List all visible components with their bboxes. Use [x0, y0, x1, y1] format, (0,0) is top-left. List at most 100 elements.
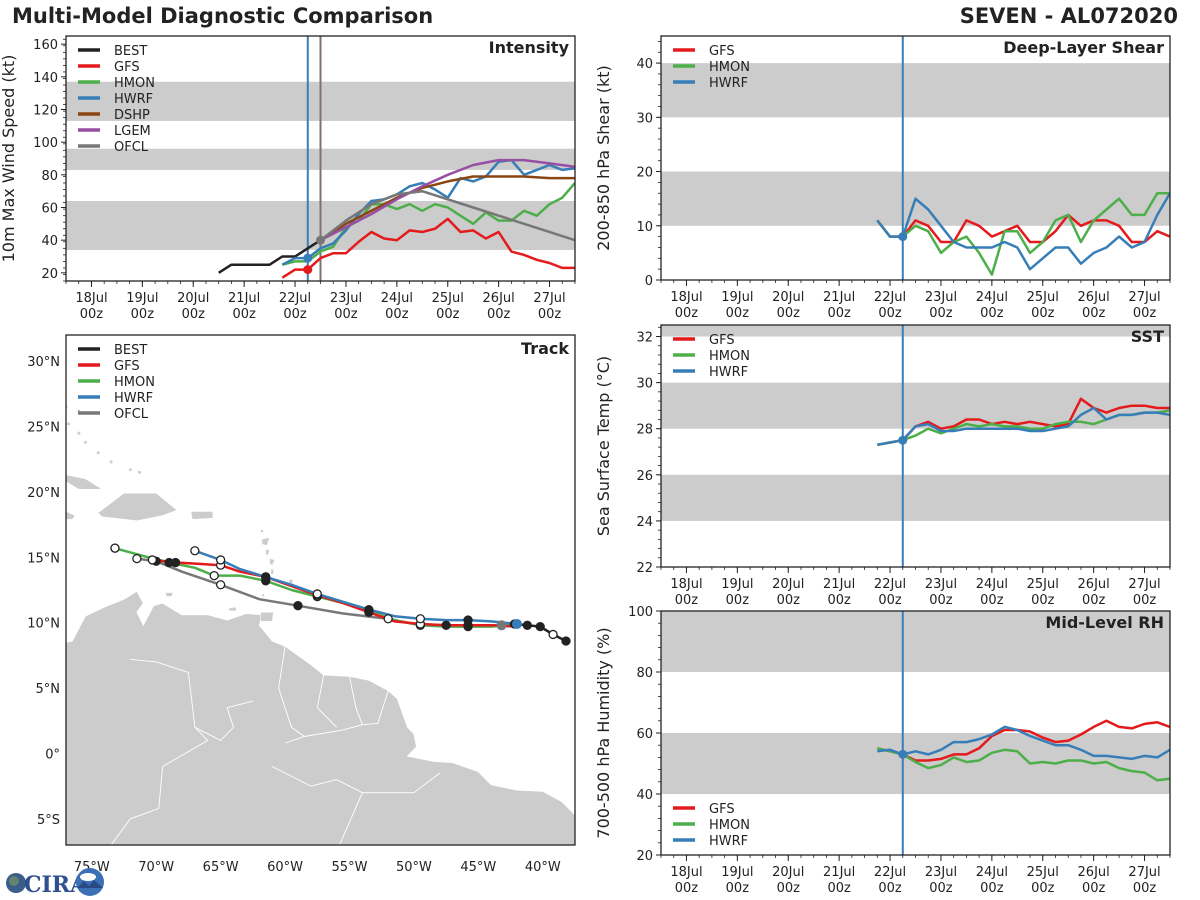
x-tick-hour: 00z	[878, 593, 902, 608]
y-tick-label: 120	[33, 104, 58, 119]
country-border	[110, 807, 159, 845]
land-island	[265, 549, 270, 555]
land-island	[66, 511, 76, 520]
x-tick-hour: 00z	[283, 307, 307, 322]
x-tick-label: 25Jul 00z	[1027, 577, 1059, 608]
x-tick-date: 24Jul	[976, 290, 1008, 305]
lat-tick-label: 30°N	[27, 355, 60, 370]
x-tick-date: 27Jul	[533, 291, 565, 306]
series-line-lgem	[319, 158, 575, 242]
x-tick-hour: 00z	[334, 307, 358, 322]
shaded-band	[661, 733, 1170, 794]
analysis-marker-gfs	[303, 265, 313, 275]
x-tick-label: 26Jul 00z	[1078, 865, 1110, 896]
lat-tick-label: 20°N	[27, 486, 60, 501]
x-tick-label: 22Jul 00z	[279, 291, 311, 322]
x-tick-hour: 00z	[232, 307, 256, 322]
land-island	[261, 537, 270, 546]
x-tick-hour: 00z	[878, 881, 902, 896]
x-tick-hour: 00z	[929, 593, 953, 608]
x-tick-hour: 00z	[436, 307, 460, 322]
x-tick-label: 26Jul 00z	[1078, 577, 1110, 608]
x-tick-label: 22Jul 00z	[874, 865, 906, 896]
x-tick-date: 19Jul	[721, 577, 753, 592]
country-border	[336, 772, 440, 794]
lon-tick-label: 60°W	[267, 860, 303, 875]
land-island	[164, 592, 174, 597]
y-tick-label: 26	[636, 469, 653, 484]
x-tick-date: 21Jul	[823, 290, 855, 305]
y-axis-label: 700-500 hPa Humidity (%)	[594, 627, 613, 838]
legend-label-hwrf: HWRF	[114, 391, 153, 406]
y-tick-label: 140	[33, 71, 58, 86]
series-line-gfs	[281, 217, 575, 279]
y-tick-label: 20	[636, 166, 653, 181]
land-island	[190, 511, 214, 520]
country-border	[316, 674, 337, 728]
analysis-marker-hwrf	[303, 253, 313, 263]
x-tick-label: 23Jul 00z	[330, 291, 362, 322]
x-tick-date: 22Jul	[874, 865, 906, 880]
x-tick-hour: 00z	[1031, 306, 1055, 321]
y-tick-label: 40	[41, 234, 58, 249]
x-tick-date: 27Jul	[1128, 577, 1160, 592]
x-tick-date: 21Jul	[823, 865, 855, 880]
y-tick-label: 40	[636, 57, 653, 72]
x-tick-date: 20Jul	[772, 577, 804, 592]
track-marker-hwrf	[261, 572, 271, 582]
x-tick-date: 25Jul	[432, 291, 464, 306]
land-island	[269, 558, 276, 566]
bands	[661, 63, 1170, 226]
land-island	[260, 611, 274, 622]
series-line-gfs	[877, 719, 1170, 762]
x-tick-hour: 00z	[131, 307, 155, 322]
track-end-marker-ofcl	[132, 553, 142, 564]
map-frame	[65, 334, 576, 846]
x-tick-label: 19Jul 00z	[126, 291, 158, 322]
x-tick-date: 27Jul	[1128, 290, 1160, 305]
x-tick-hour: 00z	[726, 593, 750, 608]
y-tick-label: 10	[636, 220, 653, 235]
x-tick-label: 18Jul 00z	[670, 577, 702, 608]
y-tick-label: 60	[636, 727, 653, 742]
x-tick-hour: 00z	[80, 307, 104, 322]
legend-label-best: BEST	[114, 343, 147, 358]
series-line-dshp	[319, 175, 575, 242]
best-track-marker	[522, 620, 532, 630]
x-tick-hour: 00z	[777, 881, 801, 896]
cloud-shape	[80, 873, 96, 881]
lon-tick-label: 45°W	[460, 860, 496, 875]
x-tick-date: 23Jul	[925, 865, 957, 880]
y-tick-label: 160	[33, 38, 58, 53]
y-tick-label: 100	[33, 136, 58, 151]
series-line-hwrf	[877, 725, 1170, 761]
x-tick-label: 20Jul 00z	[772, 577, 804, 608]
x-tick-hour: 00z	[827, 881, 851, 896]
x-tick-hour: 00z	[726, 881, 750, 896]
country-border	[338, 792, 363, 845]
y-tick-label: 60	[41, 202, 58, 217]
land-group	[66, 405, 575, 845]
x-tick-label: 20Jul 00z	[772, 865, 804, 896]
lat-tick-label: 5°N	[36, 682, 61, 697]
shaded-band	[661, 382, 1170, 429]
analysis-marker-hwrf	[898, 232, 908, 242]
x-tick-hour: 00z	[487, 307, 511, 322]
x-tick-label: 27Jul 00z	[533, 291, 565, 322]
x-tick-label: 18Jul 00z	[670, 865, 702, 896]
x-tick-date: 24Jul	[976, 865, 1008, 880]
x-tick-label: 18Jul 00z	[670, 290, 702, 321]
x-tick-label: 24Jul 00z	[976, 577, 1008, 608]
x-tick-label: 23Jul 00z	[925, 290, 957, 321]
y-tick-label: 22	[636, 561, 653, 576]
land-island	[97, 492, 178, 521]
x-tick-date: 22Jul	[874, 577, 906, 592]
lon-tick-label: 50°W	[396, 860, 432, 875]
x-tick-hour: 00z	[1031, 593, 1055, 608]
x-tick-date: 19Jul	[721, 865, 753, 880]
x-tick-hour: 00z	[878, 306, 902, 321]
x-tick-hour: 00z	[827, 306, 851, 321]
series-line-gfs	[876, 213, 1170, 244]
bands	[661, 325, 1170, 521]
